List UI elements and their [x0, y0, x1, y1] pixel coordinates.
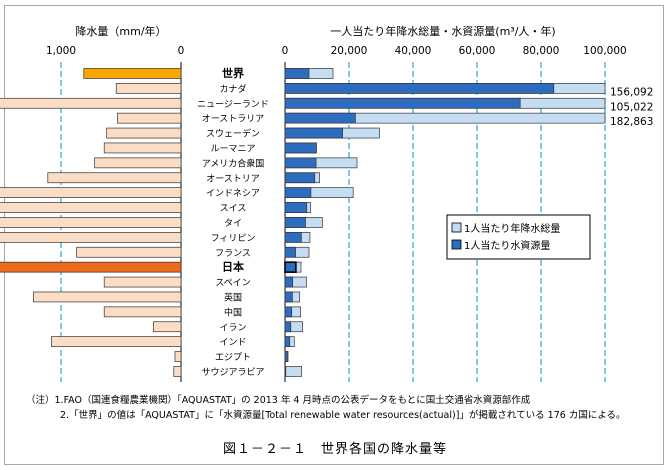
water-resource-bar — [284, 306, 293, 318]
country-label: エジプト — [215, 352, 251, 363]
country-label: オーストリア — [206, 173, 260, 184]
water-resource-bar — [284, 127, 343, 139]
country-label: 英国 — [224, 291, 242, 303]
country-label: ニュージーランド — [197, 99, 269, 110]
precip-bar — [0, 202, 182, 213]
water-resource-bar — [284, 232, 302, 243]
country-label: フランス — [215, 248, 251, 259]
figure-caption: 図１－２－１ 世界各国の降水量等 — [222, 442, 447, 457]
precip-bar — [47, 172, 182, 184]
legend-box — [446, 214, 591, 260]
right-tick-label: 100,000 — [583, 45, 626, 57]
legend-label-resource: 1人当たり水資源量 — [464, 239, 550, 252]
left-tick-label: 0 — [178, 45, 185, 57]
precip-bar — [94, 157, 182, 169]
right-tick-label: 20,000 — [331, 45, 368, 57]
right-tick-label: 80,000 — [523, 45, 560, 57]
country-label: タイ — [224, 218, 242, 229]
water-resource-bar — [284, 202, 308, 213]
left-panel-title: 降水量（mm/年） — [75, 24, 166, 38]
water-resource-bar — [284, 246, 296, 258]
country-label: サウジアラビア — [201, 367, 264, 378]
water-resource-bar — [284, 321, 292, 333]
country-label: オーストラリア — [202, 114, 265, 125]
legend-swatch-resource — [451, 239, 462, 250]
note-line-2: 2.「世界」の値は「AQUASTAT」に「水資源量[Total renewabl… — [60, 410, 626, 421]
overflow-value-label: 156,092 — [610, 86, 653, 98]
legend-swatch-total — [451, 222, 462, 233]
country-label: フィリピン — [211, 233, 256, 244]
country-label: アメリカ合衆国 — [202, 157, 265, 169]
country-label: カナダ — [219, 83, 246, 95]
left-tick-label: 1,000 — [46, 45, 76, 57]
precip-bar — [51, 336, 182, 347]
right-tick-label: 60,000 — [459, 45, 496, 57]
precip-bar — [0, 217, 182, 228]
precip-bar — [103, 276, 182, 288]
precip-bar — [153, 321, 182, 333]
country-label: 日本 — [222, 260, 244, 274]
precip-bar — [0, 97, 182, 109]
precip-bar — [115, 82, 182, 94]
country-label: ルーマニア — [210, 144, 255, 154]
water-resource-bar — [284, 142, 317, 154]
precip-bar — [103, 306, 182, 318]
legend-label-total: 1人当たり年降水総量 — [464, 222, 560, 235]
country-label: 中国 — [224, 306, 242, 318]
country-label: スペイン — [215, 279, 250, 289]
right-tick-label: 0 — [282, 45, 289, 57]
water-resource-bar — [284, 276, 294, 288]
water-resource-bar — [284, 187, 312, 198]
country-label: 世界 — [222, 66, 244, 80]
overflow-value-label: 105,022 — [610, 101, 653, 113]
precip-bar — [0, 232, 182, 243]
water-resource-bar — [284, 217, 306, 228]
country-label: スイス — [220, 204, 247, 214]
country-label: インド — [219, 338, 246, 348]
note-line-1: （注）1.FAO（国連食糧農業機関）「AQUASTAT」の 2013 年 4 月… — [26, 395, 531, 406]
water-resource-bar — [284, 82, 555, 94]
precip-bar — [76, 246, 182, 258]
precip-bar — [103, 142, 182, 154]
water-resource-bar — [284, 157, 317, 169]
country-label: イラン — [219, 322, 246, 333]
water-resource-bar — [284, 97, 521, 109]
country-label: インドネシア — [206, 188, 260, 199]
legend: 1人当たり年降水総量 1人当たり水資源量 — [446, 214, 591, 260]
water-resource-bar — [284, 261, 297, 273]
water-resource-bar — [284, 366, 287, 377]
water-resource-bar — [284, 336, 291, 347]
water-resource-bar — [284, 291, 293, 303]
precip-bar — [33, 291, 182, 303]
precip-bar — [174, 351, 182, 362]
precip-bar — [106, 127, 182, 139]
precip-bar — [0, 187, 182, 198]
country-label: スウェーデン — [206, 128, 260, 140]
precip-bar — [117, 112, 182, 124]
water-resource-bar — [284, 351, 288, 362]
overflow-value-label: 182,863 — [610, 116, 653, 128]
precip-bar — [83, 68, 182, 79]
water-resource-bar — [284, 172, 316, 184]
right-panel-title: 一人当たり年降水総量・水資源量(m³/人・年) — [330, 24, 555, 38]
right-tick-label: 40,000 — [395, 45, 432, 57]
precip-bar — [173, 366, 182, 377]
precip-bar — [0, 261, 182, 273]
total-precip-bar — [284, 366, 302, 377]
water-resource-bar — [284, 68, 310, 79]
water-resource-bar — [284, 112, 356, 124]
